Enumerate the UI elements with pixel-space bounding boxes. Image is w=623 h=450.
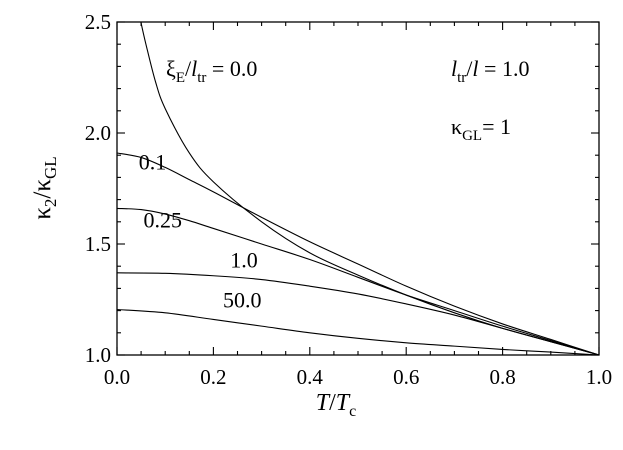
series-line-50-0 (116, 308, 600, 356)
series-line-0-1 (116, 152, 600, 356)
curves-group (116, 21, 600, 356)
series-line-1-0 (116, 272, 600, 356)
annotation-ltr-ratio: ltr/l = 1.0 (451, 56, 529, 86)
plot-frame (116, 21, 600, 356)
y-tick-label: 1.5 (85, 232, 111, 256)
x-axis-label: T/Tc (316, 390, 357, 420)
y-axis-label: κ2/κGL (29, 156, 60, 219)
series-label-0-1: 0.1 (139, 150, 167, 175)
x-tick-label: 0.6 (393, 365, 419, 389)
annotation-kappa-gl: κGL= 1 (451, 114, 511, 144)
series-label-1-0: 1.0 (230, 247, 258, 272)
x-tick-label: 0.8 (489, 365, 515, 389)
x-tick-label: 0.4 (297, 365, 324, 389)
series-label-50-0: 50.0 (223, 287, 261, 312)
y-tick-label: 2.5 (85, 10, 111, 34)
ticks-group (116, 21, 600, 356)
x-tick-label: 1.0 (586, 365, 612, 389)
tick-labels-group: 0.0 0.2 0.4 0.6 0.8 1.0 1.0 1.5 2.0 2.5 (85, 10, 612, 389)
y-tick-label: 1.0 (85, 343, 111, 367)
y-tick-label: 2.0 (85, 121, 111, 145)
series-label-0-25: 0.25 (144, 207, 183, 232)
series-labels-group: 0.1 0.25 1.0 50.0 (139, 150, 262, 313)
x-tick-label: 0.0 (104, 365, 130, 389)
series-line-0-25 (116, 207, 600, 356)
x-tick-label: 0.2 (200, 365, 226, 389)
annotation-xi-ratio: ξE/ltr = 0.0 (166, 56, 257, 86)
